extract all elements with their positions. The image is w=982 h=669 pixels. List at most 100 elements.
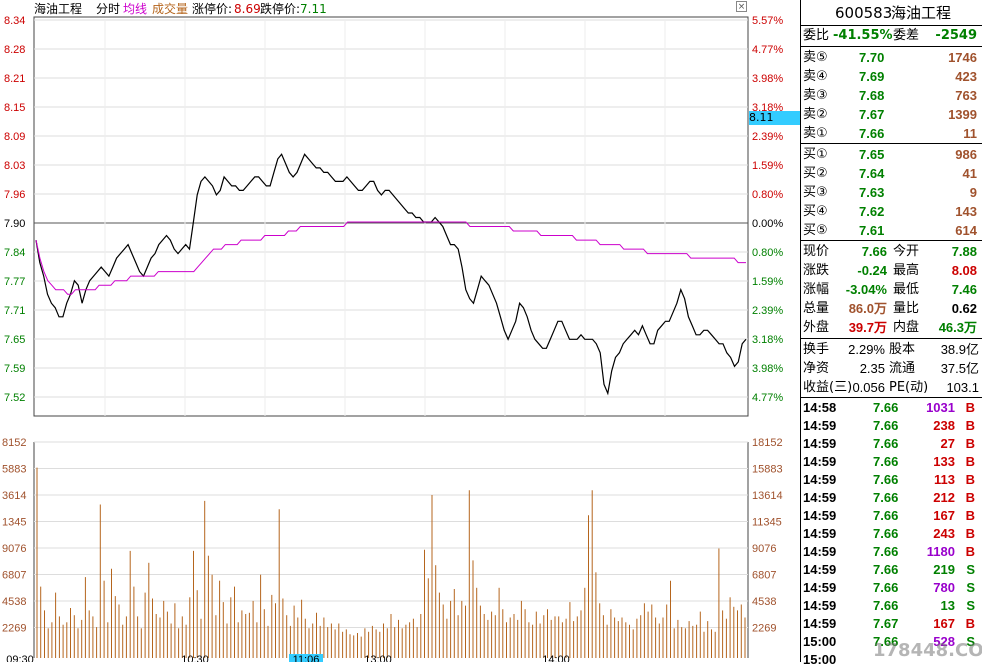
ask-label: 卖①	[803, 126, 828, 141]
stat-value: -0.24	[857, 263, 887, 278]
volume-tick-label: 1345	[2, 517, 26, 529]
tick-row[interactable]: 14:59 7.66 238 B	[801, 417, 982, 435]
fund-value: 0.056	[852, 380, 885, 395]
tick-row[interactable]: 14:59 7.66 243 B	[801, 525, 982, 543]
tick-price: 7.66	[873, 526, 899, 541]
stat-label: 今开	[893, 244, 920, 259]
tick-volume: 1180	[926, 544, 955, 559]
stat-label: 涨跌	[803, 263, 830, 278]
fundamental-row: 净资 2.35 流通 37.5亿	[801, 359, 982, 378]
volume-tick-label: 2269	[2, 623, 26, 635]
fund-value: 37.5亿	[940, 361, 979, 376]
ask-row: 卖② 7.67 1399	[801, 105, 982, 124]
bid-price: 7.62	[859, 204, 885, 219]
stat-label: 现价	[803, 244, 830, 259]
stat-value: -3.04%	[845, 282, 887, 297]
intraday-chart[interactable]: 8.34 5.57% 8.28 4.77% 8.21 3.98% 8.15 3.18% 8.09…	[0, 0, 800, 662]
chart-canvas[interactable]: 8.34 5.57% 8.28 4.77% 8.21 3.98% 8.15 3.18% 8.09…	[0, 0, 800, 662]
watermark: 178448.COM	[873, 640, 982, 661]
fund-value: 2.35	[859, 361, 885, 376]
tab-timeshare[interactable]: 分时	[96, 2, 121, 16]
ask-label: 卖③	[803, 88, 828, 103]
ask-row: 卖③ 7.68 763	[801, 86, 982, 105]
tick-row[interactable]: 14:59 7.66 780 S	[801, 579, 982, 597]
stat-row: 现价 7.66 今开 7.88	[801, 242, 982, 261]
stock-code: 600583	[835, 4, 893, 22]
weibi-label: 委比	[803, 28, 830, 43]
limit-up-value: 8.69	[234, 2, 261, 16]
tick-row[interactable]: 14:59 7.66 167 B	[801, 507, 982, 525]
price-tick-label: 7.59	[4, 363, 25, 375]
stat-value: 39.7万	[848, 320, 887, 335]
tick-side: B	[965, 418, 975, 433]
bid-volume: 9	[969, 185, 977, 200]
ask-price: 7.68	[859, 88, 885, 103]
volume-tick-label: 9076	[2, 543, 26, 555]
ask-price: 7.69	[859, 69, 885, 84]
tick-row[interactable]: 14:59 7.66 27 B	[801, 435, 982, 453]
tick-row[interactable]: 14:59 7.66 219 S	[801, 561, 982, 579]
tick-time: 14:59	[803, 544, 837, 559]
tick-time: 14:59	[803, 436, 837, 451]
pct-tick-label: 2.39%	[752, 131, 783, 143]
price-tick-label: 8.09	[4, 131, 25, 143]
tick-time: 14:59	[803, 508, 837, 523]
ask-volume: 1399	[948, 107, 977, 122]
fund-value: 103.1	[946, 380, 979, 395]
pct-tick-label: 4.77%	[752, 392, 783, 404]
tick-side: B	[965, 526, 975, 541]
fund-label: 收益(三)	[803, 380, 853, 395]
price-line	[35, 153, 747, 396]
tick-row[interactable]: 14:58 7.66 1031 B	[801, 399, 982, 417]
volume-tick-label-right: 13614	[752, 490, 783, 502]
tick-side: B	[965, 616, 975, 631]
tick-row[interactable]: 14:59 7.66 113 B	[801, 471, 982, 489]
price-tick-label: 7.52	[4, 392, 25, 404]
fund-label: 净资	[803, 361, 830, 376]
stat-value: 8.08	[951, 263, 977, 278]
price-tick-label: 8.28	[4, 44, 25, 56]
divider	[801, 25, 982, 26]
stat-label: 涨幅	[803, 282, 830, 297]
ask-row: 卖⑤ 7.70 1746	[801, 48, 982, 67]
tick-volume: 219	[933, 562, 955, 577]
tick-price: 7.66	[873, 454, 899, 469]
tick-row[interactable]: 15:00 7.66 528 S	[801, 633, 982, 651]
time-axis-label: 10:30	[181, 654, 209, 662]
tick-row[interactable]: 14:59 7.66 133 B	[801, 453, 982, 471]
bid-row: 买④ 7.62 143	[801, 202, 982, 221]
avg-price-line	[35, 221, 746, 295]
weicha-value: -2549	[935, 28, 977, 43]
tick-price: 7.66	[873, 490, 899, 505]
bid-row: 买① 7.65 986	[801, 145, 982, 164]
stat-value: 7.66	[861, 244, 887, 259]
price-tick-label: 7.90	[4, 218, 25, 230]
stat-value: 7.46	[951, 282, 977, 297]
volume-tick-label: 5883	[2, 464, 26, 476]
ask-row: 卖① 7.66 11	[801, 124, 982, 143]
tick-row[interactable]: 14:59 7.67 167 B	[801, 615, 982, 633]
tick-time: 14:59	[803, 454, 837, 469]
tick-volume: 133	[933, 454, 955, 469]
volume-tick-label-right: 18152	[752, 437, 783, 449]
divider	[801, 338, 982, 339]
tick-price: 7.66	[873, 634, 899, 649]
tick-price: 7.66	[873, 418, 899, 433]
tick-row[interactable]: 14:59 7.66 1180 B	[801, 543, 982, 561]
tick-time: 15:00	[803, 652, 837, 667]
close-icon[interactable]: ×	[736, 1, 747, 12]
price-tick-label: 8.15	[4, 102, 25, 114]
avg-line-legend: 均线	[123, 2, 148, 16]
stat-value: 46.3万	[938, 320, 977, 335]
tick-row[interactable]: 14:59 7.66 13 S	[801, 597, 982, 615]
tick-row[interactable]: 14:59 7.66 212 B	[801, 489, 982, 507]
tick-volume: 167	[933, 508, 955, 523]
tick-price: 7.66	[873, 562, 899, 577]
bid-row: 买⑤ 7.61 614	[801, 221, 982, 240]
tick-time: 14:59	[803, 580, 837, 595]
ask-row: 卖④ 7.69 423	[801, 67, 982, 86]
tick-volume: 13	[940, 598, 955, 613]
pct-tick-label: 0.80%	[752, 247, 783, 259]
price-tick-label: 7.77	[4, 276, 25, 288]
pct-tick-label: 4.77%	[752, 44, 783, 56]
